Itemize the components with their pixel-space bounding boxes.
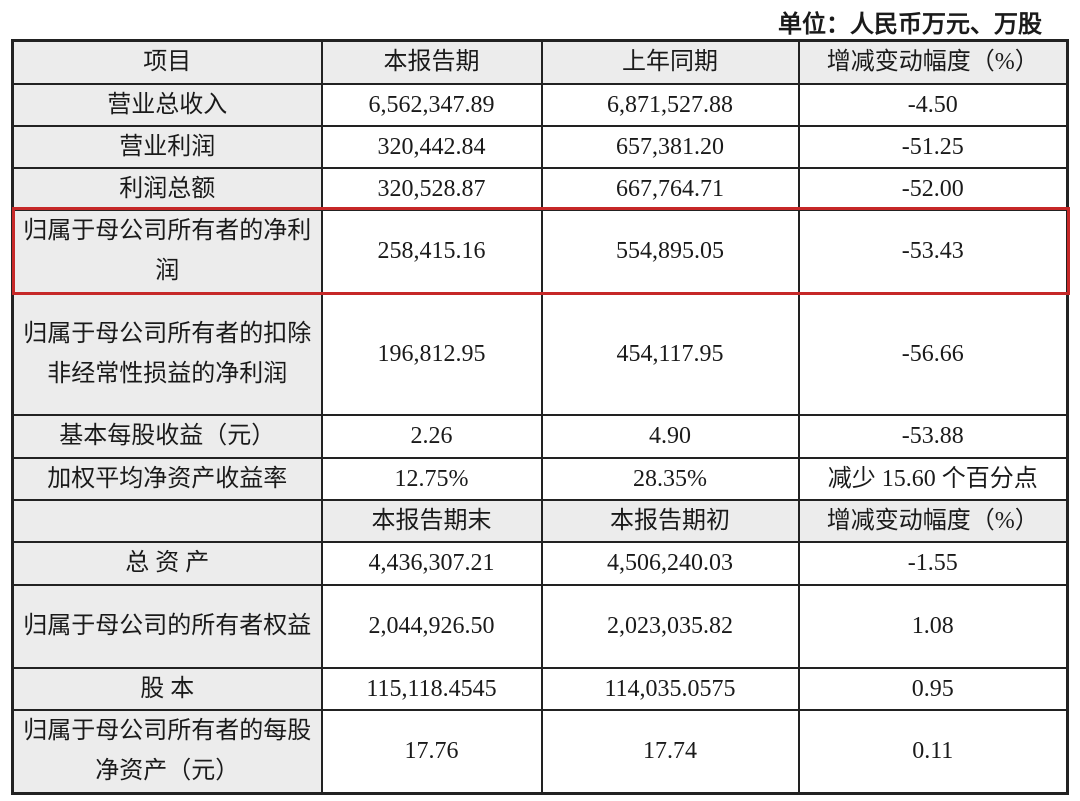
value-cell: 4.90 xyxy=(540,413,800,459)
value-cell: 2,023,035.82 xyxy=(540,583,800,669)
table-row: 股 本 115,118.4545 114,035.0575 0.95 xyxy=(11,666,1069,711)
value-cell: 258,415.16 xyxy=(320,208,543,294)
value-cell: -53.43 xyxy=(797,208,1069,294)
item-cell: 总 资 产 xyxy=(11,540,323,586)
subheader-row: 本报告期末 本报告期初 增减变动幅度（%） xyxy=(11,498,1069,543)
table-row: 归属于母公司的所有者权益 2,044,926.50 2,023,035.82 1… xyxy=(11,583,1069,669)
value-cell: 6,871,527.88 xyxy=(540,82,800,127)
financial-summary-table: 项目 本报告期 上年同期 增减变动幅度（%） 营业总收入 6,562,347.8… xyxy=(11,39,1069,795)
value-cell: 0.11 xyxy=(797,708,1069,795)
item-cell: 加权平均净资产收益率 xyxy=(11,456,323,501)
table-row: 基本每股收益（元） 2.26 4.90 -53.88 xyxy=(11,413,1069,459)
item-cell: 归属于母公司所有者的每股净资产（元） xyxy=(11,708,323,795)
value-cell: 17.76 xyxy=(320,708,543,795)
header-cell: 本报告期末 xyxy=(320,498,543,543)
item-cell: 利润总额 xyxy=(11,166,323,211)
value-cell: 4,506,240.03 xyxy=(540,540,800,586)
value-cell: 667,764.71 xyxy=(540,166,800,211)
table-row: 营业利润 320,442.84 657,381.20 -51.25 xyxy=(11,124,1069,169)
item-cell: 归属于母公司所有者的净利润 xyxy=(11,208,323,294)
item-cell: 归属于母公司所有者的扣除非经常性损益的净利润 xyxy=(11,291,323,416)
value-cell: 1.08 xyxy=(797,583,1069,669)
value-cell: 6,562,347.89 xyxy=(320,82,543,127)
value-cell: 454,117.95 xyxy=(540,291,800,416)
value-cell: -52.00 xyxy=(797,166,1069,211)
value-cell: 2.26 xyxy=(320,413,543,459)
header-cell: 本报告期初 xyxy=(540,498,800,543)
value-cell: -56.66 xyxy=(797,291,1069,416)
table-row-highlighted: 归属于母公司所有者的净利润 258,415.16 554,895.05 -53.… xyxy=(11,208,1069,294)
item-cell: 股 本 xyxy=(11,666,323,711)
item-cell: 营业利润 xyxy=(11,124,323,169)
header-cell: 本报告期 xyxy=(320,39,543,85)
value-cell: 17.74 xyxy=(540,708,800,795)
value-cell: -1.55 xyxy=(797,540,1069,586)
value-cell: 114,035.0575 xyxy=(540,666,800,711)
item-cell: 营业总收入 xyxy=(11,82,323,127)
header-row: 项目 本报告期 上年同期 增减变动幅度（%） xyxy=(11,39,1069,85)
value-cell: -53.88 xyxy=(797,413,1069,459)
value-cell: 115,118.4545 xyxy=(320,666,543,711)
header-cell xyxy=(11,498,323,543)
value-cell: 4,436,307.21 xyxy=(320,540,543,586)
item-cell: 基本每股收益（元） xyxy=(11,413,323,459)
header-cell: 增减变动幅度（%） xyxy=(797,39,1069,85)
value-cell: 657,381.20 xyxy=(540,124,800,169)
value-cell: 2,044,926.50 xyxy=(320,583,543,669)
value-cell: 减少 15.60 个百分点 xyxy=(797,456,1069,501)
table-row: 总 资 产 4,436,307.21 4,506,240.03 -1.55 xyxy=(11,540,1069,586)
value-cell: 196,812.95 xyxy=(320,291,543,416)
value-cell: 12.75% xyxy=(320,456,543,501)
table-row: 归属于母公司所有者的扣除非经常性损益的净利润 196,812.95 454,11… xyxy=(11,291,1069,416)
header-cell: 项目 xyxy=(11,39,323,85)
value-cell: 320,528.87 xyxy=(320,166,543,211)
header-cell: 增减变动幅度（%） xyxy=(797,498,1069,543)
value-cell: 320,442.84 xyxy=(320,124,543,169)
value-cell: 554,895.05 xyxy=(540,208,800,294)
table-row: 加权平均净资产收益率 12.75% 28.35% 减少 15.60 个百分点 xyxy=(11,456,1069,501)
value-cell: 0.95 xyxy=(797,666,1069,711)
value-cell: -51.25 xyxy=(797,124,1069,169)
header-cell: 上年同期 xyxy=(540,39,800,85)
table-row: 利润总额 320,528.87 667,764.71 -52.00 xyxy=(11,166,1069,211)
item-cell: 归属于母公司的所有者权益 xyxy=(11,583,323,669)
table-row: 营业总收入 6,562,347.89 6,871,527.88 -4.50 xyxy=(11,82,1069,127)
value-cell: 28.35% xyxy=(540,456,800,501)
unit-label: 单位：人民币万元、万股 xyxy=(778,10,1042,38)
value-cell: -4.50 xyxy=(797,82,1069,127)
table-row: 归属于母公司所有者的每股净资产（元） 17.76 17.74 0.11 xyxy=(11,708,1069,795)
